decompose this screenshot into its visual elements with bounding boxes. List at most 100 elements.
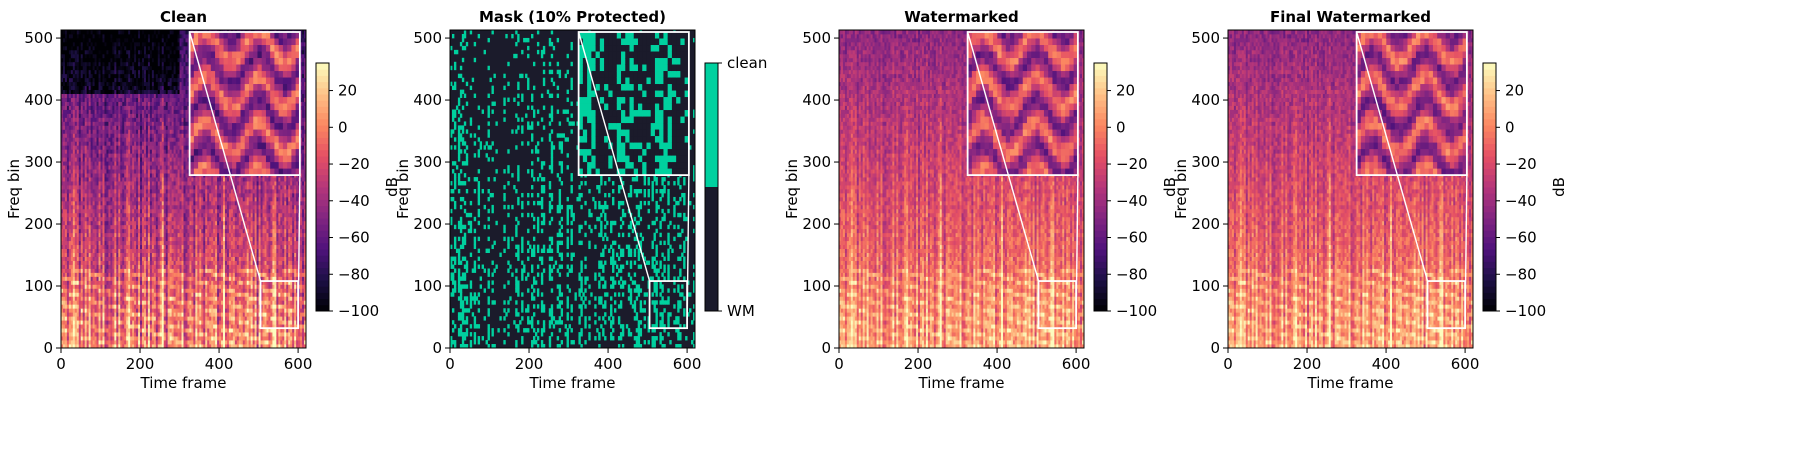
colorbar-segment bbox=[1094, 224, 1107, 231]
inset-zoom bbox=[579, 32, 690, 176]
colorbar-segment bbox=[1094, 100, 1107, 107]
colorbar-segment bbox=[316, 63, 329, 70]
x-tick-label: 600 bbox=[1062, 355, 1091, 373]
colorbar-tick-label: −60 bbox=[338, 229, 370, 247]
colorbar-segment bbox=[1483, 261, 1496, 268]
colorbar-segment bbox=[1094, 206, 1107, 213]
colorbar-segment bbox=[1483, 181, 1496, 188]
y-tick-label: 300 bbox=[802, 153, 831, 171]
x-tick-label: 0 bbox=[1223, 355, 1233, 373]
x-axis-label: Time frame bbox=[918, 374, 1005, 392]
colorbar-segment bbox=[316, 261, 329, 268]
x-tick-label: 200 bbox=[515, 355, 544, 373]
colorbar-segment bbox=[1483, 125, 1496, 132]
colorbar-category-label: WM bbox=[727, 302, 755, 320]
y-tick-label: 300 bbox=[24, 153, 53, 171]
y-tick-label: 200 bbox=[413, 215, 442, 233]
colorbar-segment bbox=[1094, 88, 1107, 95]
colorbar-segment bbox=[1094, 181, 1107, 188]
colorbar-segment bbox=[316, 199, 329, 206]
colorbar-segment bbox=[1483, 162, 1496, 169]
y-tick-label: 400 bbox=[413, 91, 442, 109]
colorbar-segment bbox=[316, 274, 329, 281]
colorbar-segment bbox=[316, 119, 329, 126]
inset-zoom bbox=[190, 32, 301, 176]
colorbar-tick-label: −80 bbox=[1116, 265, 1148, 283]
colorbar-tick-label: 20 bbox=[338, 82, 357, 100]
x-tick-label: 600 bbox=[1451, 355, 1480, 373]
colorbar-segment bbox=[1094, 286, 1107, 293]
colorbar-segment bbox=[1094, 82, 1107, 89]
colorbar-segment bbox=[1094, 292, 1107, 299]
y-tick-label: 0 bbox=[43, 339, 53, 357]
colorbar-segment bbox=[316, 175, 329, 182]
colorbar-segment bbox=[316, 255, 329, 262]
y-tick-label: 300 bbox=[1191, 153, 1220, 171]
colorbar-segment bbox=[1094, 280, 1107, 287]
colorbar-segment bbox=[1483, 119, 1496, 126]
colorbar-tick-label: 20 bbox=[1116, 82, 1135, 100]
colorbar-segment bbox=[316, 237, 329, 244]
colorbar-segment bbox=[1483, 206, 1496, 213]
colorbar-segment bbox=[1483, 63, 1496, 70]
colorbar-wm-segment bbox=[705, 187, 718, 311]
colorbar-segment bbox=[1094, 218, 1107, 225]
colorbar-segment bbox=[1483, 224, 1496, 231]
y-axis-label: Freq bin bbox=[1172, 159, 1190, 219]
colorbar-segment bbox=[316, 243, 329, 250]
colorbar-segment bbox=[1483, 100, 1496, 107]
colorbar-segment bbox=[1483, 187, 1496, 194]
colorbar-segment bbox=[316, 113, 329, 120]
colorbar-segment bbox=[316, 94, 329, 101]
colorbar-segment bbox=[1483, 199, 1496, 206]
chart-title: Mask (10% Protected) bbox=[479, 8, 666, 26]
colorbar-segment bbox=[316, 82, 329, 89]
colorbar-segment bbox=[316, 212, 329, 219]
x-tick-label: 0 bbox=[445, 355, 455, 373]
colorbar-segment bbox=[1094, 144, 1107, 151]
colorbar-segment bbox=[316, 75, 329, 82]
colorbar-segment bbox=[1094, 168, 1107, 175]
colorbar-segment bbox=[316, 168, 329, 175]
colorbar-segment bbox=[1483, 175, 1496, 182]
colorbar-tick-label: −80 bbox=[338, 265, 370, 283]
colorbar-segment bbox=[316, 106, 329, 113]
colorbar-segment bbox=[1483, 75, 1496, 82]
inset-zoom bbox=[1357, 32, 1468, 176]
y-tick-label: 200 bbox=[802, 215, 831, 233]
colorbar-segment bbox=[1094, 268, 1107, 275]
x-tick-label: 400 bbox=[983, 355, 1012, 373]
colorbar-segment bbox=[1094, 249, 1107, 256]
colorbar-segment bbox=[1094, 199, 1107, 206]
x-tick-label: 600 bbox=[673, 355, 702, 373]
chart-title: Final Watermarked bbox=[1270, 8, 1431, 26]
colorbar-segment bbox=[316, 181, 329, 188]
colorbar-segment bbox=[1094, 255, 1107, 262]
y-axis-label: Freq bin bbox=[783, 159, 801, 219]
y-tick-label: 500 bbox=[1191, 29, 1220, 47]
colorbar-segment bbox=[1483, 292, 1496, 299]
colorbar-segment bbox=[1483, 237, 1496, 244]
colorbar-clean-segment bbox=[705, 63, 718, 187]
x-axis-label: Time frame bbox=[529, 374, 616, 392]
colorbar-category-label: clean bbox=[727, 54, 767, 72]
colorbar-segment bbox=[316, 144, 329, 151]
colorbar-segment bbox=[1483, 212, 1496, 219]
colorbar-segment bbox=[1483, 299, 1496, 306]
colorbar-segment bbox=[316, 193, 329, 200]
y-tick-label: 0 bbox=[432, 339, 442, 357]
colorbar-segment bbox=[1094, 113, 1107, 120]
colorbar-segment bbox=[1094, 75, 1107, 82]
colorbar-segment bbox=[1483, 144, 1496, 151]
x-tick-label: 600 bbox=[284, 355, 313, 373]
colorbar-segment bbox=[316, 131, 329, 138]
colorbar-segment bbox=[316, 286, 329, 293]
colorbar-segment bbox=[316, 299, 329, 306]
colorbar-segment bbox=[1094, 150, 1107, 157]
colorbar-tick-label: −20 bbox=[1116, 155, 1148, 173]
